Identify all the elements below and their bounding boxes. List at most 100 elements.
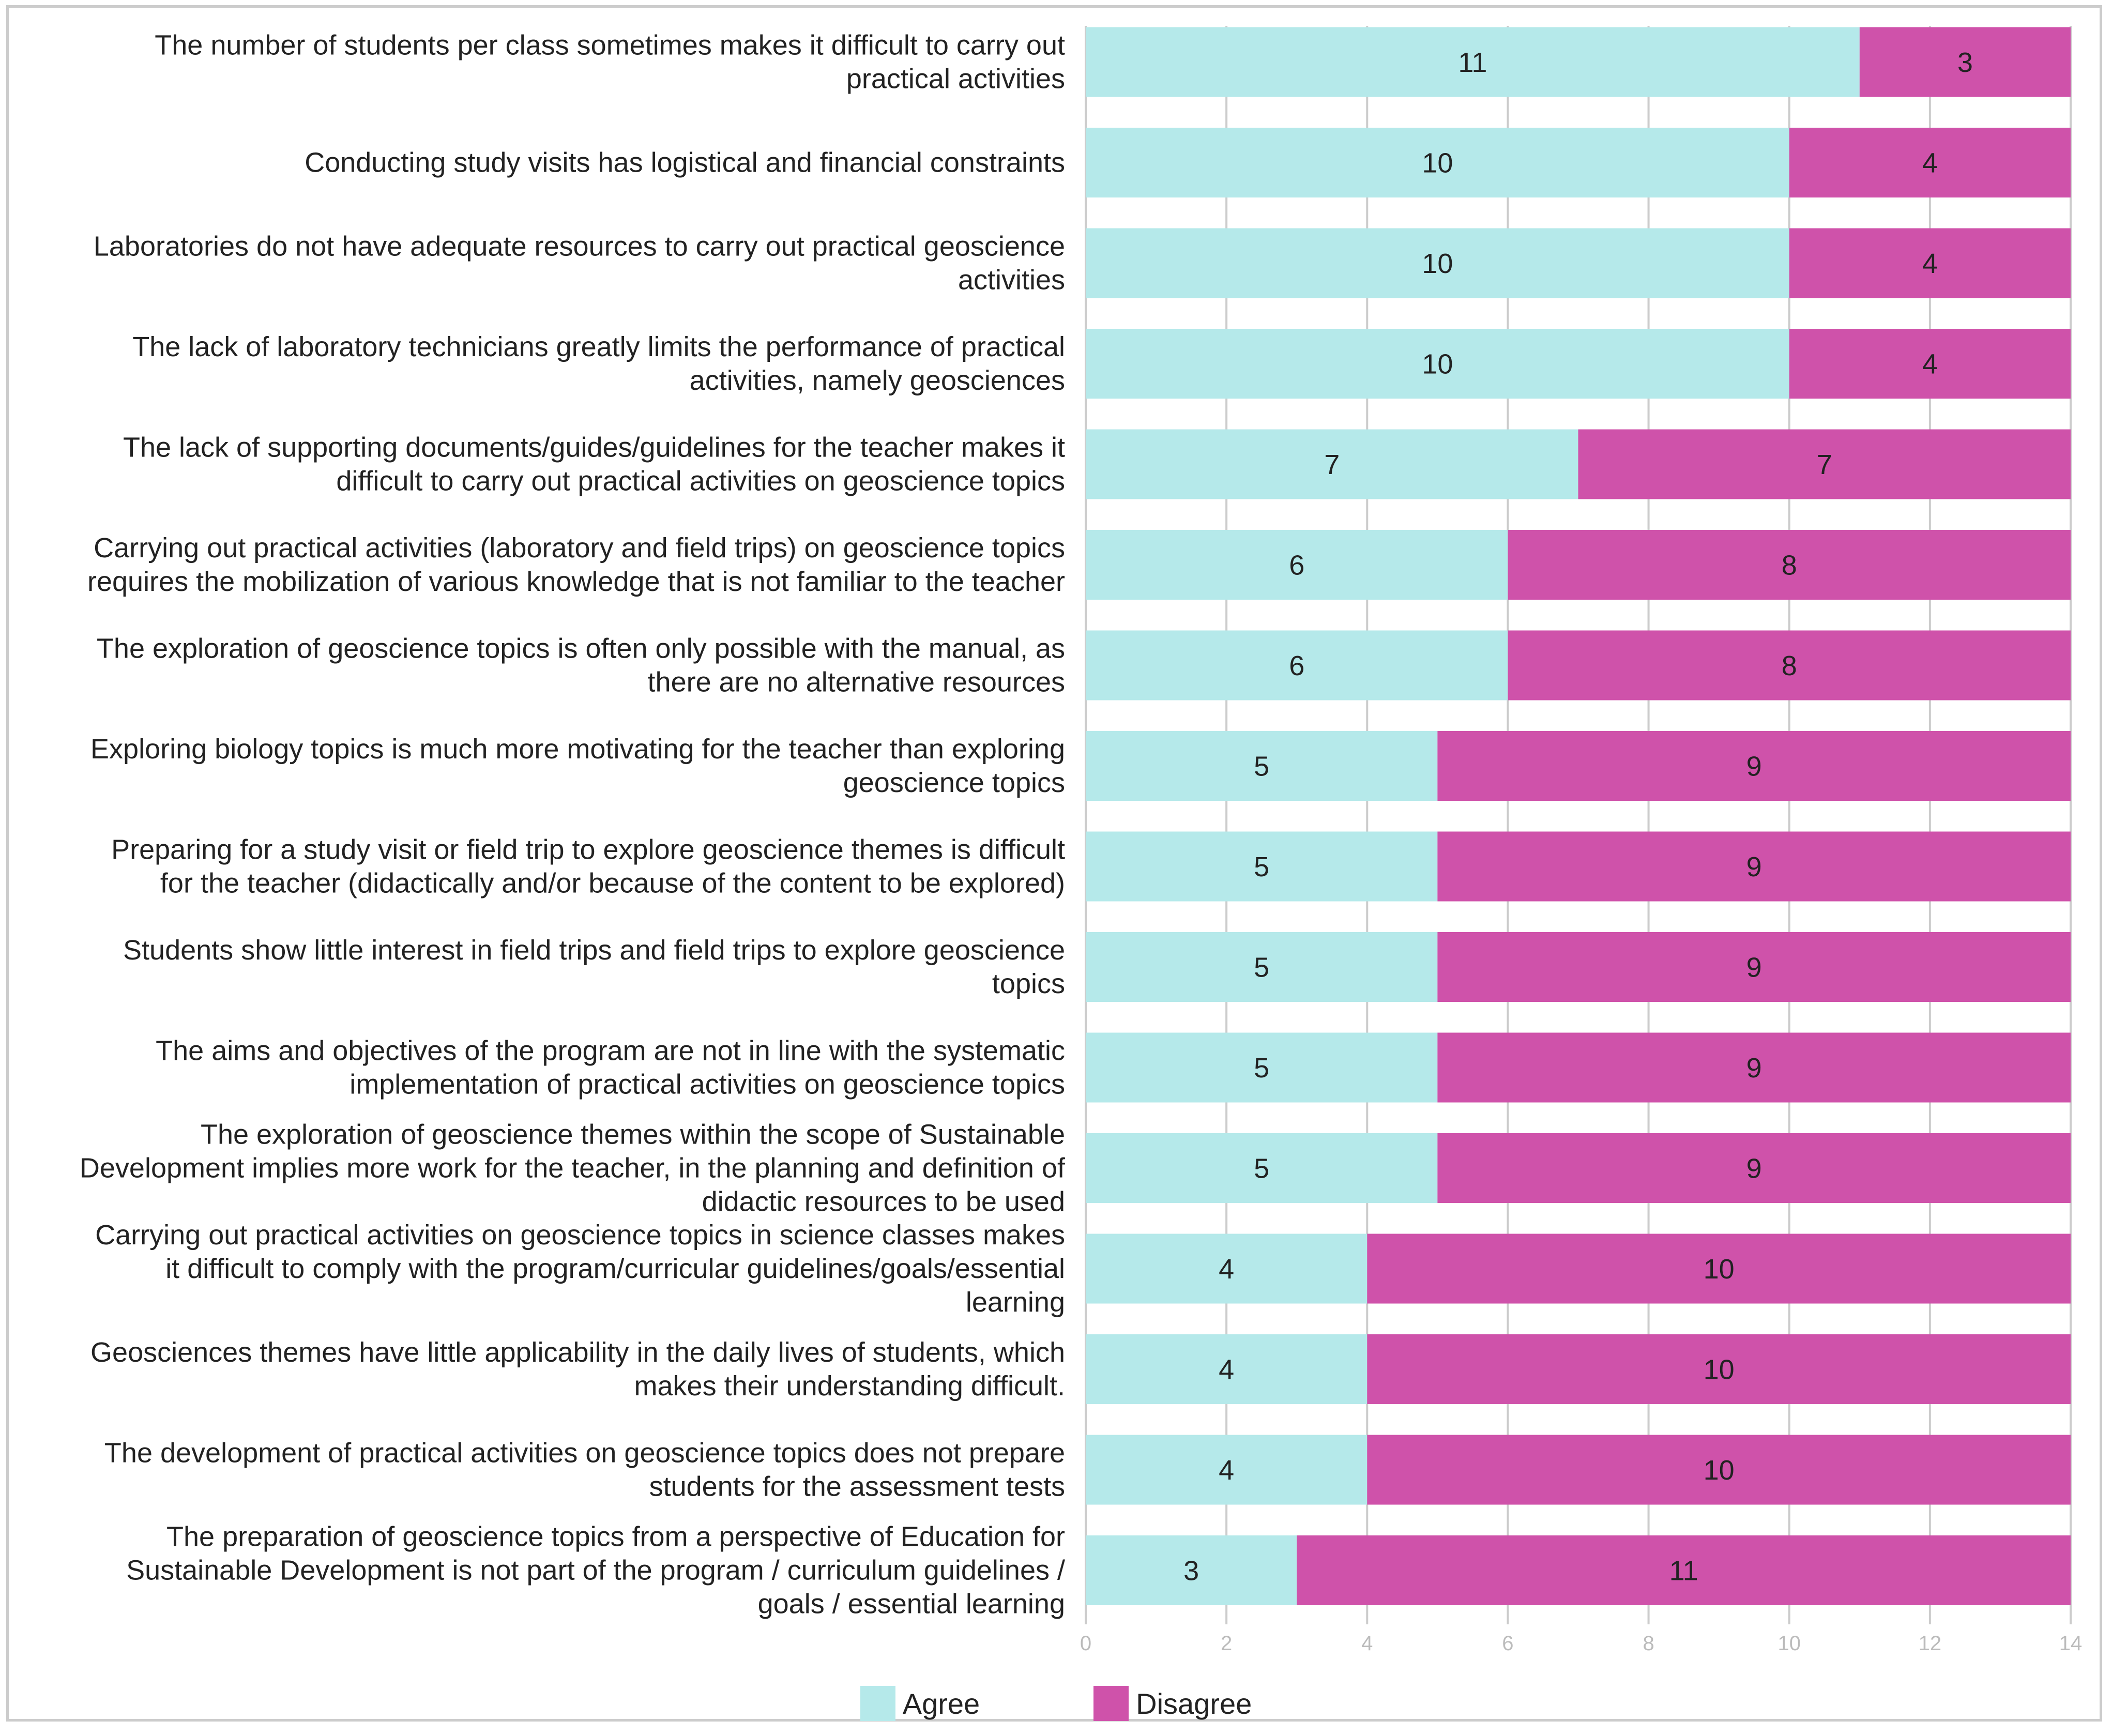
bar-disagree-4: [1578, 429, 2071, 499]
data-label-agree: 5: [1254, 751, 1269, 782]
x-tick-label: 14: [2059, 1632, 2083, 1655]
category-label: The exploration of geoscience topics is …: [97, 633, 1065, 698]
bar-agree-10: [1086, 1032, 1438, 1103]
category-label-line: Students show little interest in field t…: [123, 935, 1065, 966]
category-label: The development of practical activities …: [104, 1438, 1065, 1502]
bar-disagree-7: [1437, 731, 2071, 801]
category-label: Carrying out practical activities (labor…: [87, 532, 1065, 597]
category-label-line: implementation of practical activities o…: [350, 1069, 1065, 1100]
bar-disagree-15: [1297, 1535, 2071, 1605]
category-label-line: requires the mobilization of various kno…: [87, 566, 1065, 597]
data-label-disagree: 4: [1922, 248, 1938, 279]
bar-agree-9: [1086, 932, 1438, 1002]
x-tick-label: 6: [1502, 1632, 1513, 1655]
category-label-line: Development implies more work for the te…: [80, 1153, 1066, 1184]
category-label: The number of students per class sometim…: [155, 30, 1065, 95]
bar-agree-15: [1086, 1535, 1297, 1605]
data-label-disagree: 11: [1669, 1556, 1698, 1587]
data-label-agree: 5: [1254, 952, 1269, 983]
bar-agree-0: [1086, 27, 1860, 97]
data-label-agree: 3: [1183, 1556, 1199, 1587]
bar-agree-7: [1086, 731, 1438, 801]
category-label-line: students for the assessment tests: [649, 1471, 1065, 1502]
bar-agree-8: [1086, 831, 1438, 902]
category-label-line: Sustainable Development is not part of t…: [126, 1555, 1065, 1586]
bar-disagree-0: [1859, 27, 2071, 97]
category-label-line: Laboratories do not have adequate resour…: [94, 231, 1065, 262]
data-label-agree: 4: [1219, 1254, 1234, 1285]
category-label-line: The aims and objectives of the program a…: [156, 1035, 1065, 1067]
bar-chart: 11 310 410 410 47 76 86 85 95 95 95 95 94 104 104 103 11…: [80, 26, 2083, 1655]
category-label: Laboratories do not have adequate resour…: [94, 231, 1065, 296]
category-label-line: The development of practical activities …: [104, 1438, 1065, 1469]
bar-disagree-1: [1789, 128, 2071, 197]
category-label-line: difficult to carry out practical activit…: [336, 466, 1065, 497]
bar-disagree-14: [1367, 1435, 2071, 1505]
category-label: The lack of supporting documents/guides/…: [123, 432, 1065, 497]
bar-agree-3: [1086, 329, 1789, 399]
category-label-line: learning: [966, 1287, 1065, 1318]
data-label-disagree: 7: [1817, 449, 1832, 480]
category-label: Exploring biology topics is much more mo…: [90, 734, 1065, 798]
category-label-line: Conducting study visits has logistical a…: [305, 147, 1065, 178]
category-label: The exploration of geoscience themes wit…: [80, 1119, 1066, 1217]
bar-disagree-3: [1789, 329, 2071, 399]
data-label-agree: 6: [1289, 650, 1304, 681]
legend-item-disagree: Disagree: [1093, 1686, 1252, 1721]
category-label-line: The lack of supporting documents/guides/…: [123, 432, 1065, 463]
data-label-disagree: 8: [1782, 650, 1797, 681]
data-label-disagree: 10: [1704, 1455, 1735, 1486]
category-label-line: it difficult to comply with the program/…: [165, 1253, 1065, 1284]
data-label-agree: 10: [1422, 349, 1453, 380]
data-label-agree: 5: [1254, 1153, 1269, 1184]
category-label: The preparation of geoscience topics fro…: [126, 1521, 1065, 1620]
data-label-disagree: 4: [1922, 349, 1938, 380]
bar-disagree-5: [1508, 530, 2071, 600]
data-label-disagree: 4: [1922, 148, 1938, 179]
category-label-line: makes their understanding difficult.: [634, 1370, 1065, 1402]
x-tick-label: 2: [1221, 1632, 1232, 1655]
category-label-line: didactic resources to be used: [702, 1186, 1065, 1217]
category-label-line: The number of students per class sometim…: [155, 30, 1065, 61]
bar-disagree-13: [1367, 1334, 2071, 1404]
bar-disagree-12: [1367, 1234, 2071, 1304]
bar-agree-11: [1086, 1133, 1438, 1203]
category-label-line: Carrying out practical activities on geo…: [95, 1220, 1065, 1251]
data-label-agree: 10: [1422, 148, 1453, 179]
bar-agree-12: [1086, 1234, 1368, 1304]
x-tick-label: 0: [1080, 1632, 1091, 1655]
legend-swatch-agree: [860, 1686, 895, 1721]
category-label-line: activities, namely geosciences: [690, 365, 1065, 396]
category-label: Carrying out practical activities on geo…: [95, 1220, 1065, 1318]
category-labels: The number of students per class sometim…: [80, 30, 1066, 1620]
category-label-line: topics: [992, 968, 1065, 999]
legend-label-agree: Agree: [902, 1687, 980, 1720]
data-label-agree: 4: [1219, 1455, 1234, 1486]
x-tick-label: 8: [1643, 1632, 1654, 1655]
data-label-disagree: 9: [1746, 851, 1762, 882]
bar-disagree-11: [1437, 1133, 2071, 1203]
category-label-line: goals / essential learning: [758, 1589, 1065, 1620]
data-label-agree: 5: [1254, 1053, 1269, 1084]
bar-agree-4: [1086, 429, 1578, 499]
category-label-line: activities: [958, 265, 1065, 296]
bar-disagree-9: [1437, 932, 2071, 1002]
bar-agree-14: [1086, 1435, 1368, 1505]
data-label-disagree: 9: [1746, 1153, 1762, 1184]
bar-agree-6: [1086, 630, 1508, 701]
category-label-line: The preparation of geoscience topics fro…: [166, 1521, 1065, 1552]
category-label-line: there are no alternative resources: [648, 667, 1065, 698]
data-label-disagree: 3: [1957, 47, 1973, 78]
bar-disagree-8: [1437, 831, 2071, 902]
data-label-agree: 4: [1219, 1354, 1234, 1385]
bars: 11 3 10 4 10 4 10 4 7 7 6 8 6 8 5 9 5 9 5 9 5 9 5 9 4 10 4 10 4 10 3 11: [1086, 27, 2071, 1605]
category-label: Students show little interest in field t…: [123, 935, 1065, 999]
data-label-agree: 10: [1422, 248, 1453, 279]
category-label-line: Preparing for a study visit or field tri…: [111, 834, 1065, 865]
data-label-disagree: 10: [1704, 1254, 1735, 1285]
category-label-line: for the teacher (didactically and/or bec…: [160, 868, 1065, 899]
bar-agree-1: [1086, 128, 1789, 197]
data-label-agree: 6: [1289, 550, 1304, 581]
category-label: The lack of laboratory technicians great…: [132, 331, 1065, 396]
data-label-agree: 5: [1254, 851, 1269, 882]
